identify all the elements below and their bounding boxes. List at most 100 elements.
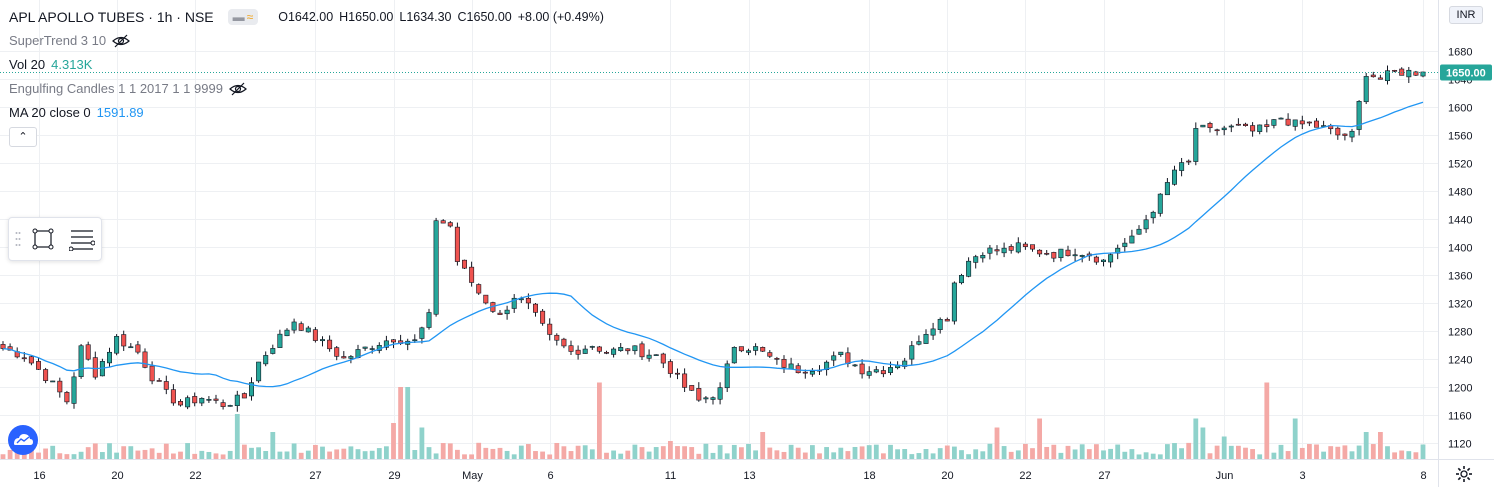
candle-body <box>603 352 609 354</box>
vol-label: Vol 20 <box>9 57 46 72</box>
volume-bar <box>1179 448 1184 459</box>
volume-bar <box>731 444 737 459</box>
volume-bar <box>753 450 758 459</box>
volume-bar <box>952 446 957 459</box>
price-tick-label: 1240 <box>1448 355 1472 367</box>
volume-bar <box>490 448 496 459</box>
candle-body <box>554 334 560 341</box>
time-tick-label: 27 <box>309 470 321 482</box>
candle-body <box>753 346 759 351</box>
candle-body <box>78 345 84 378</box>
volume-bar <box>1115 444 1121 459</box>
price-axis[interactable]: 1120 1160 1200 1240 1280 1320 1360 1400 1440 1480… <box>1448 47 1472 451</box>
volume-bar <box>1335 446 1341 459</box>
volume-bar <box>100 452 105 459</box>
volume-bar <box>85 447 91 459</box>
lines-tool-icon[interactable] <box>69 227 95 251</box>
volume-bar <box>327 451 332 459</box>
candle-body <box>838 351 844 355</box>
collapse-legend-button[interactable]: ⌃ <box>9 127 37 147</box>
candle-body <box>1058 248 1064 259</box>
symbol-title[interactable]: APL APOLLO TUBES · 1h · NSE <box>9 9 214 25</box>
volume-bar <box>767 447 773 459</box>
candle-body <box>1335 127 1341 136</box>
volume-bar <box>1001 446 1007 459</box>
time-axis[interactable]: 16 20 22 27 29 May 6 11 13 18 20 22 27 Jun 3 8 <box>33 470 1426 482</box>
volume-bar <box>1292 418 1298 459</box>
volume-bar <box>142 449 148 459</box>
candle-body <box>738 346 744 352</box>
indicator-ma[interactable]: MA 20 close 0 1591.89 <box>9 105 144 120</box>
indicator-engulfing[interactable]: Engulfing Candles 1 1 2017 1 1 9999 <box>9 81 247 96</box>
drag-handle-icon[interactable] <box>15 231 21 247</box>
time-tick-label: 27 <box>1098 470 1110 482</box>
currency-badge[interactable]: INR <box>1449 6 1483 24</box>
candle-body <box>1150 211 1156 219</box>
volume-bar <box>589 449 595 459</box>
candle-body <box>163 381 169 390</box>
volume-bar <box>256 447 261 459</box>
candle-body <box>185 397 191 408</box>
volume-bar <box>1378 432 1383 459</box>
volume-bar <box>1363 432 1369 459</box>
eye-off-icon[interactable] <box>112 34 131 48</box>
volume-bar <box>1129 449 1135 459</box>
candle-body <box>909 345 915 360</box>
volume-bar <box>632 444 638 459</box>
volume-bar <box>810 445 815 459</box>
volume-bar <box>888 444 893 459</box>
price-tick-label: 1400 <box>1448 243 1472 255</box>
tradingview-logo-icon[interactable] <box>8 425 38 455</box>
rectangle-tool-icon[interactable] <box>31 227 55 251</box>
volume-bar <box>291 443 297 459</box>
volume-bar <box>270 432 276 459</box>
candle-body <box>547 323 553 335</box>
price-tick-label: 1120 <box>1448 439 1472 451</box>
volume-bar <box>220 454 226 459</box>
gear-icon[interactable] <box>1455 465 1473 483</box>
volume-bar <box>263 451 269 459</box>
volume-bar <box>1406 451 1412 459</box>
candle-body <box>1285 118 1291 126</box>
status-pill[interactable]: ▬ ≈ <box>227 9 259 25</box>
candles <box>0 65 1426 412</box>
candle-body <box>348 356 354 359</box>
volume-bar <box>277 451 283 459</box>
candle-body <box>461 259 467 269</box>
candle-body <box>440 220 446 224</box>
ohlc-low: L1634.30 <box>399 10 452 24</box>
volume-bar <box>369 450 375 459</box>
indicator-supertrend[interactable]: SuperTrend 3 10 <box>9 33 131 48</box>
volume-bar <box>618 453 624 459</box>
drawing-toolbar[interactable] <box>8 217 102 261</box>
candle-body <box>788 363 794 370</box>
candle-body <box>1193 128 1199 162</box>
volume-bar <box>412 450 418 459</box>
volume-bar <box>227 450 233 459</box>
volume-bar <box>739 447 744 459</box>
volume-bar <box>7 449 13 459</box>
candle-body <box>1264 124 1270 127</box>
volume-bar <box>966 454 971 459</box>
time-tick-label: 3 <box>1299 470 1305 482</box>
candle-body <box>142 351 148 368</box>
volume-bar <box>320 446 325 459</box>
candle-body <box>454 226 460 262</box>
candle-body <box>916 341 922 345</box>
volume-bar <box>43 448 48 459</box>
volume-bar <box>476 442 482 459</box>
indicator-volume[interactable]: Vol 20 4.313K <box>9 57 92 72</box>
volume-bar <box>1342 445 1348 459</box>
volume-bar <box>852 446 858 459</box>
eye-off-icon[interactable] <box>229 82 247 96</box>
candle-body <box>951 282 957 322</box>
candle-body <box>930 328 936 336</box>
candle-body <box>1385 70 1391 82</box>
volume-bar <box>348 446 354 459</box>
candle-body <box>625 348 631 352</box>
volume-bar <box>845 451 851 459</box>
volume-bar <box>462 454 467 459</box>
candle-body <box>1250 125 1256 132</box>
candle-body <box>1101 259 1107 262</box>
